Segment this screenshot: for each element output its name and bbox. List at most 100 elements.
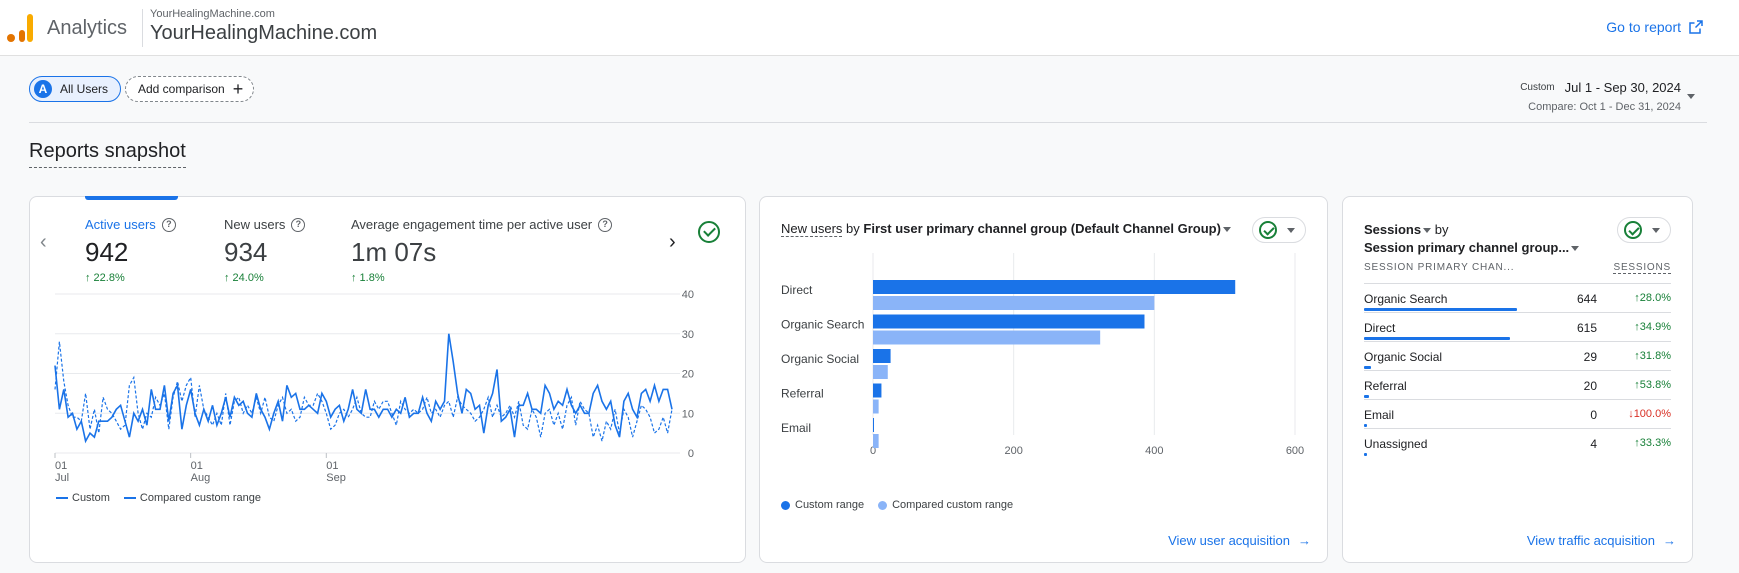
all-users-chip[interactable]: A All Users [29, 76, 122, 102]
row-delta: ↑33.3% [1634, 437, 1671, 449]
view-user-acquisition-link[interactable]: View user acquisition → [1168, 533, 1311, 548]
insight-menu-button[interactable] [1617, 217, 1671, 243]
date-range-picker[interactable]: Custom Jul 1 - Sep 30, 2024 Compare: Oct… [1520, 80, 1681, 113]
bar-custom [873, 418, 874, 432]
table-row[interactable]: Organic Social 29 ↑31.8% [1364, 341, 1671, 370]
legend-item-custom: Custom [56, 492, 110, 504]
x-tick-label: 200 [1004, 445, 1022, 457]
overview-card: ‹ Active users? 942 ↑ 22.8% New users? 9… [29, 196, 746, 563]
insight-check-icon[interactable] [698, 221, 720, 243]
x-tick-label: 400 [1145, 445, 1163, 457]
metric-value: 942 [85, 237, 129, 267]
dimension-selector[interactable]: Session primary channel group... [1364, 240, 1570, 255]
top-bar: Analytics YourHealingMachine.com YourHea… [0, 0, 1739, 56]
user-acquisition-card: New users by First user primary channel … [759, 196, 1328, 563]
column-header-dimension[interactable]: SESSION PRIMARY CHAN... [1364, 262, 1515, 273]
x-tick-label: 01 [326, 460, 338, 472]
card-title: New users by First user primary channel … [781, 221, 1231, 237]
insight-menu-button[interactable] [1252, 217, 1306, 243]
metric-value: 934 [224, 237, 268, 267]
title-by: by [1434, 222, 1449, 237]
legend-item-compared: Compared custom range [878, 499, 1013, 511]
arrow-right-icon: → [1298, 533, 1311, 548]
table-row[interactable]: Organic Search 644 ↑28.0% [1364, 283, 1671, 312]
help-icon[interactable]: ? [291, 217, 306, 232]
dropdown-icon[interactable] [1423, 228, 1432, 234]
all-users-label: All Users [60, 82, 109, 96]
app-name[interactable]: Analytics [47, 17, 128, 39]
dropdown-icon[interactable] [1571, 246, 1580, 252]
series-line-custom [54, 333, 673, 444]
metric-value: 1m 07s [351, 237, 437, 267]
help-icon[interactable]: ? [598, 217, 613, 232]
metric-tab-avg-engagement[interactable]: Average engagement time per active user?… [351, 217, 613, 284]
section-divider [29, 122, 1707, 123]
date-range-label: Custom [1520, 82, 1555, 93]
property-name[interactable]: YourHealingMachine.com [150, 22, 378, 44]
go-to-report-link[interactable]: Go to report [1606, 19, 1703, 35]
column-header-sessions[interactable]: SESSIONS [1613, 262, 1671, 274]
dropdown-icon [1287, 228, 1295, 233]
arrow-right-icon: → [1663, 533, 1676, 548]
bar-compared [873, 434, 879, 448]
active-metric-indicator [85, 196, 178, 200]
add-comparison-button[interactable]: Add comparison + [125, 76, 255, 102]
analytics-logo-icon[interactable] [6, 14, 33, 42]
bar-custom [873, 383, 882, 398]
link-label: View traffic acquisition [1526, 533, 1655, 548]
y-tick-label: 30 [682, 329, 694, 341]
row-proportion-bar [1364, 395, 1369, 398]
dimension-selector[interactable]: First user primary channel group (Defaul… [863, 221, 1221, 236]
metric-selector[interactable]: Sessions [1364, 222, 1422, 237]
category-label: Organic Social [781, 352, 859, 366]
bar-custom [873, 314, 1145, 329]
row-dimension: Direct [1364, 321, 1396, 335]
sessions-table: Organic Search 644 ↑28.0% Direct 615 ↑34.9% Or… [1364, 283, 1671, 457]
table-row[interactable]: Direct 615 ↑34.9% [1364, 312, 1671, 341]
date-range-value: Jul 1 - Sep 30, 2024 [1564, 80, 1681, 95]
check-icon [1624, 221, 1642, 239]
row-delta: ↓100.0% [1628, 408, 1671, 420]
header-divider [142, 9, 143, 47]
metric-label: Active users [85, 217, 156, 232]
chevron-right-icon[interactable]: › [669, 231, 676, 253]
date-range-dropdown-icon[interactable] [1687, 94, 1695, 99]
row-proportion-bar [1364, 366, 1371, 369]
acquisition-bar-chart: 0 200 400 600 Direct Organic Search Organic So… [781, 253, 1304, 457]
metric-delta: ↑ 1.8% [351, 272, 385, 284]
metric-label: Average engagement time per active user [351, 217, 593, 232]
link-label: View user acquisition [1168, 533, 1290, 548]
add-comparison-label: Add comparison [138, 82, 225, 96]
legend-item-custom: Custom range [781, 499, 864, 511]
category-label: Organic Search [781, 318, 864, 332]
bar-custom [873, 280, 1236, 294]
metric-tab-new-users[interactable]: New users? 934 ↑ 24.0% [224, 217, 306, 284]
chevron-left-icon[interactable]: ‹ [40, 231, 47, 253]
dropdown-icon[interactable] [1222, 227, 1231, 233]
plus-icon: + [232, 79, 244, 99]
table-row[interactable]: Email 0 ↓100.0% [1364, 399, 1671, 428]
table-row[interactable]: Referral 20 ↑53.8% [1364, 370, 1671, 399]
row-dimension: Email [1364, 408, 1395, 422]
metric-delta: ↑ 22.8% [85, 272, 125, 284]
category-label: Direct [781, 283, 813, 297]
sessions-card: Sessions by Session primary channel grou… [1342, 196, 1693, 563]
property-account-name[interactable]: YourHealingMachine.com [150, 8, 275, 20]
table-row[interactable]: Unassigned 4 ↑33.3% [1364, 428, 1671, 457]
view-traffic-acquisition-link[interactable]: View traffic acquisition → [1527, 533, 1676, 548]
table-header: SESSION PRIMARY CHAN... SESSIONS [1364, 262, 1671, 280]
x-tick-label: 600 [1286, 445, 1304, 457]
bar-custom [873, 349, 891, 363]
metric-selector[interactable]: New users [781, 221, 843, 237]
metric-label: New users [224, 217, 286, 232]
category-label: Referral [781, 387, 824, 401]
metric-tab-active-users[interactable]: Active users? 942 ↑ 22.8% [85, 217, 176, 284]
help-icon[interactable]: ? [161, 217, 176, 232]
x-tick-label: Aug [191, 472, 211, 484]
x-tick-label: 0 [870, 445, 876, 457]
x-tick-label: Jul [55, 472, 69, 484]
series-line-compared [54, 341, 673, 442]
x-tick-label: 01 [191, 460, 203, 472]
compare-range-value: Compare: Oct 1 - Dec 31, 2024 [1528, 101, 1681, 113]
